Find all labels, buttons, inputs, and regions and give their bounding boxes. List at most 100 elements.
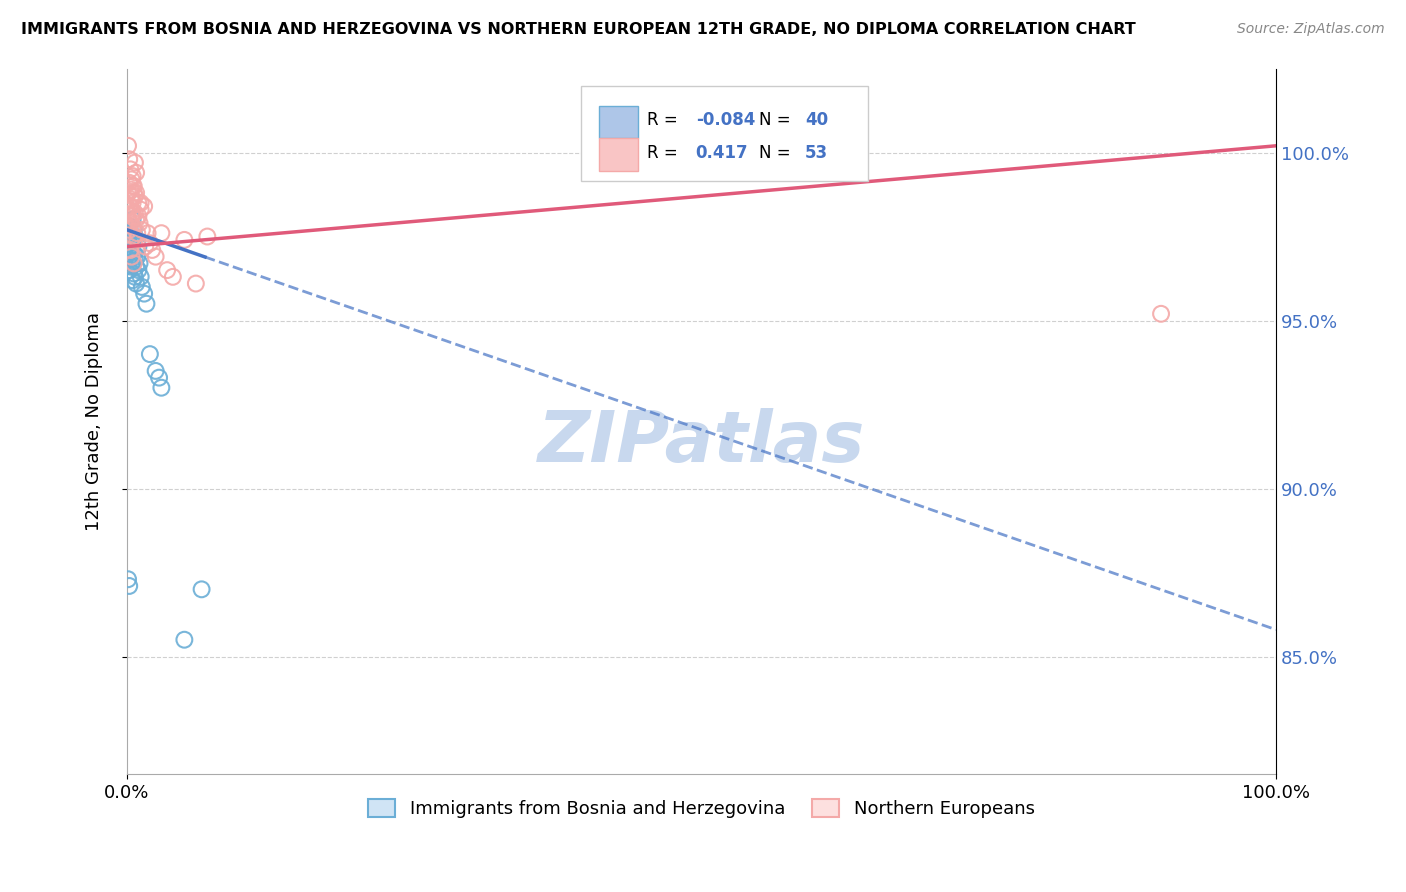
Legend: Immigrants from Bosnia and Herzegovina, Northern Europeans: Immigrants from Bosnia and Herzegovina, … bbox=[361, 791, 1042, 825]
Point bbox=[127, 233, 149, 247]
Point bbox=[136, 226, 159, 240]
Point bbox=[150, 226, 173, 240]
Point bbox=[141, 243, 163, 257]
Point bbox=[118, 263, 141, 277]
Point bbox=[120, 216, 142, 230]
FancyBboxPatch shape bbox=[599, 138, 638, 171]
Point bbox=[129, 195, 152, 210]
Point bbox=[122, 223, 145, 237]
Point bbox=[121, 273, 143, 287]
Point bbox=[121, 206, 143, 220]
Point bbox=[120, 243, 142, 257]
Point bbox=[117, 246, 139, 260]
Point bbox=[118, 579, 141, 593]
Point bbox=[121, 233, 143, 247]
Point bbox=[121, 193, 143, 207]
Text: 40: 40 bbox=[804, 111, 828, 129]
Point bbox=[127, 239, 149, 253]
Point bbox=[121, 195, 143, 210]
Point bbox=[117, 212, 139, 227]
Text: ZIPatlas: ZIPatlas bbox=[537, 408, 865, 477]
Point bbox=[124, 269, 146, 284]
Point bbox=[121, 219, 143, 234]
Point bbox=[150, 381, 173, 395]
Point bbox=[131, 223, 153, 237]
Point bbox=[127, 210, 149, 224]
Text: N =: N = bbox=[759, 111, 796, 129]
Point bbox=[1150, 307, 1173, 321]
Point bbox=[129, 269, 152, 284]
Point bbox=[124, 229, 146, 244]
Point bbox=[125, 212, 148, 227]
Point bbox=[134, 286, 156, 301]
Point bbox=[121, 172, 143, 186]
Point bbox=[118, 202, 141, 217]
Text: 53: 53 bbox=[804, 145, 828, 162]
Point bbox=[184, 277, 207, 291]
Point bbox=[118, 219, 141, 234]
Point bbox=[156, 263, 179, 277]
Point bbox=[131, 280, 153, 294]
Text: R =: R = bbox=[647, 145, 683, 162]
Point bbox=[125, 166, 148, 180]
Point bbox=[127, 195, 149, 210]
Point bbox=[117, 572, 139, 586]
Point bbox=[122, 256, 145, 270]
Point bbox=[122, 179, 145, 194]
Point bbox=[195, 229, 218, 244]
Text: N =: N = bbox=[759, 145, 796, 162]
Point bbox=[121, 179, 143, 194]
Point bbox=[173, 233, 195, 247]
Point bbox=[135, 296, 157, 310]
Point bbox=[118, 223, 141, 237]
Text: -0.084: -0.084 bbox=[696, 111, 755, 129]
Text: 0.417: 0.417 bbox=[696, 145, 748, 162]
Point bbox=[121, 260, 143, 274]
Point bbox=[162, 269, 184, 284]
Point bbox=[121, 256, 143, 270]
Point bbox=[118, 253, 141, 268]
Point bbox=[122, 186, 145, 200]
Point bbox=[127, 250, 149, 264]
Point bbox=[125, 260, 148, 274]
Point bbox=[148, 370, 170, 384]
Point bbox=[120, 182, 142, 196]
Point bbox=[124, 189, 146, 203]
Point bbox=[145, 250, 167, 264]
Point bbox=[120, 239, 142, 253]
Text: Source: ZipAtlas.com: Source: ZipAtlas.com bbox=[1237, 22, 1385, 37]
Point bbox=[120, 250, 142, 264]
Point bbox=[124, 155, 146, 169]
Point bbox=[124, 206, 146, 220]
Point bbox=[129, 202, 152, 217]
Point bbox=[122, 246, 145, 260]
Point bbox=[128, 256, 150, 270]
Point bbox=[122, 229, 145, 244]
Point bbox=[145, 364, 167, 378]
Text: IMMIGRANTS FROM BOSNIA AND HERZEGOVINA VS NORTHERN EUROPEAN 12TH GRADE, NO DIPLO: IMMIGRANTS FROM BOSNIA AND HERZEGOVINA V… bbox=[21, 22, 1136, 37]
Point bbox=[134, 239, 156, 253]
Text: R =: R = bbox=[647, 111, 683, 129]
Point bbox=[173, 632, 195, 647]
Point bbox=[121, 169, 143, 183]
Point bbox=[120, 199, 142, 213]
Y-axis label: 12th Grade, No Diploma: 12th Grade, No Diploma bbox=[86, 312, 103, 531]
Point bbox=[128, 216, 150, 230]
Point bbox=[124, 253, 146, 268]
Point bbox=[125, 277, 148, 291]
FancyBboxPatch shape bbox=[581, 87, 868, 181]
Point bbox=[190, 582, 212, 597]
Point bbox=[118, 176, 141, 190]
Point bbox=[121, 210, 143, 224]
Point bbox=[121, 189, 143, 203]
Point bbox=[139, 347, 162, 361]
Point bbox=[127, 263, 149, 277]
FancyBboxPatch shape bbox=[599, 106, 638, 138]
Point bbox=[117, 138, 139, 153]
Point bbox=[117, 229, 139, 244]
Point bbox=[120, 162, 142, 177]
Point bbox=[121, 243, 143, 257]
Point bbox=[134, 199, 156, 213]
Point bbox=[118, 153, 141, 167]
Point bbox=[117, 186, 139, 200]
